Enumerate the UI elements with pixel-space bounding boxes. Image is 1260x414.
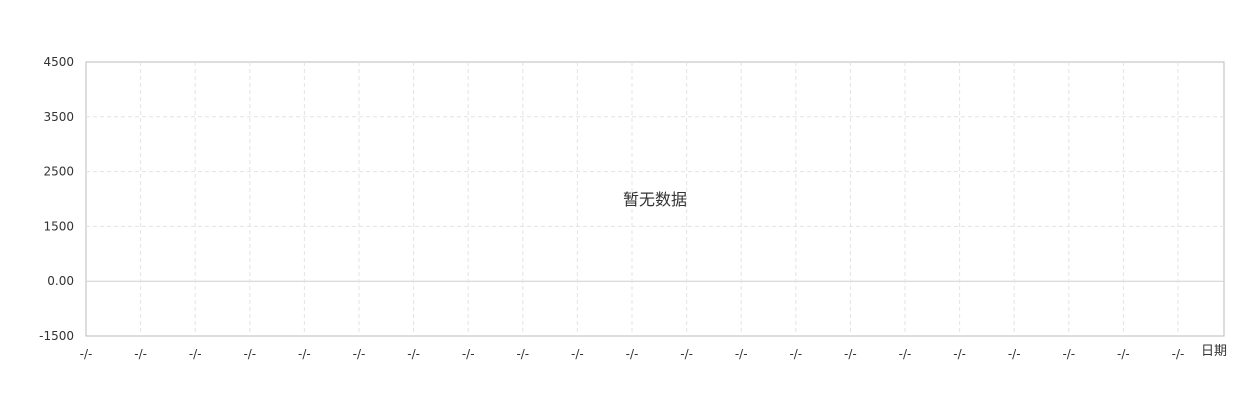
y-axis-ticks: -1500 0.00 1500 2500 3500 4500 — [39, 55, 74, 343]
x-tick-label: -/- — [1062, 347, 1075, 361]
x-tick-label: -/- — [789, 347, 802, 361]
x-tick-label: -/- — [516, 347, 529, 361]
y-tick-label: 2500 — [43, 165, 74, 179]
x-tick-label: -/- — [189, 347, 202, 361]
y-tick-label: 1500 — [43, 219, 74, 233]
x-tick-label: -/- — [1117, 347, 1130, 361]
x-tick-label: -/- — [844, 347, 857, 361]
x-tick-label: -/- — [1008, 347, 1021, 361]
x-tick-label: -/- — [899, 347, 912, 361]
x-tick-label: -/- — [407, 347, 420, 361]
x-tick-label: -/- — [298, 347, 311, 361]
x-tick-label: -/- — [243, 347, 256, 361]
x-tick-label: -/- — [626, 347, 639, 361]
x-tick-label: -/- — [80, 347, 93, 361]
y-tick-label: -1500 — [39, 329, 74, 343]
plot-border — [85, 61, 1225, 337]
empty-state-message: 暂无数据 — [623, 190, 687, 209]
y-tick-label: 0.00 — [47, 274, 74, 288]
grid — [86, 62, 1224, 336]
x-tick-label: -/- — [571, 347, 584, 361]
y-tick-label: 3500 — [43, 110, 74, 124]
x-axis-ticks: -/- -/- -/- -/- -/- -/- -/- -/- -/- -/- -/- -/- -/- -… — [80, 347, 1185, 361]
y-tick-label: 4500 — [43, 55, 74, 69]
x-tick-label: -/- — [134, 347, 147, 361]
x-tick-label: -/- — [953, 347, 966, 361]
x-tick-label: -/- — [353, 347, 366, 361]
x-tick-label: -/- — [680, 347, 693, 361]
x-tick-label: -/- — [462, 347, 475, 361]
x-tick-label: -/- — [735, 347, 748, 361]
x-tick-label: -/- — [1172, 347, 1185, 361]
x-axis-label: 日期 — [1201, 344, 1227, 359]
